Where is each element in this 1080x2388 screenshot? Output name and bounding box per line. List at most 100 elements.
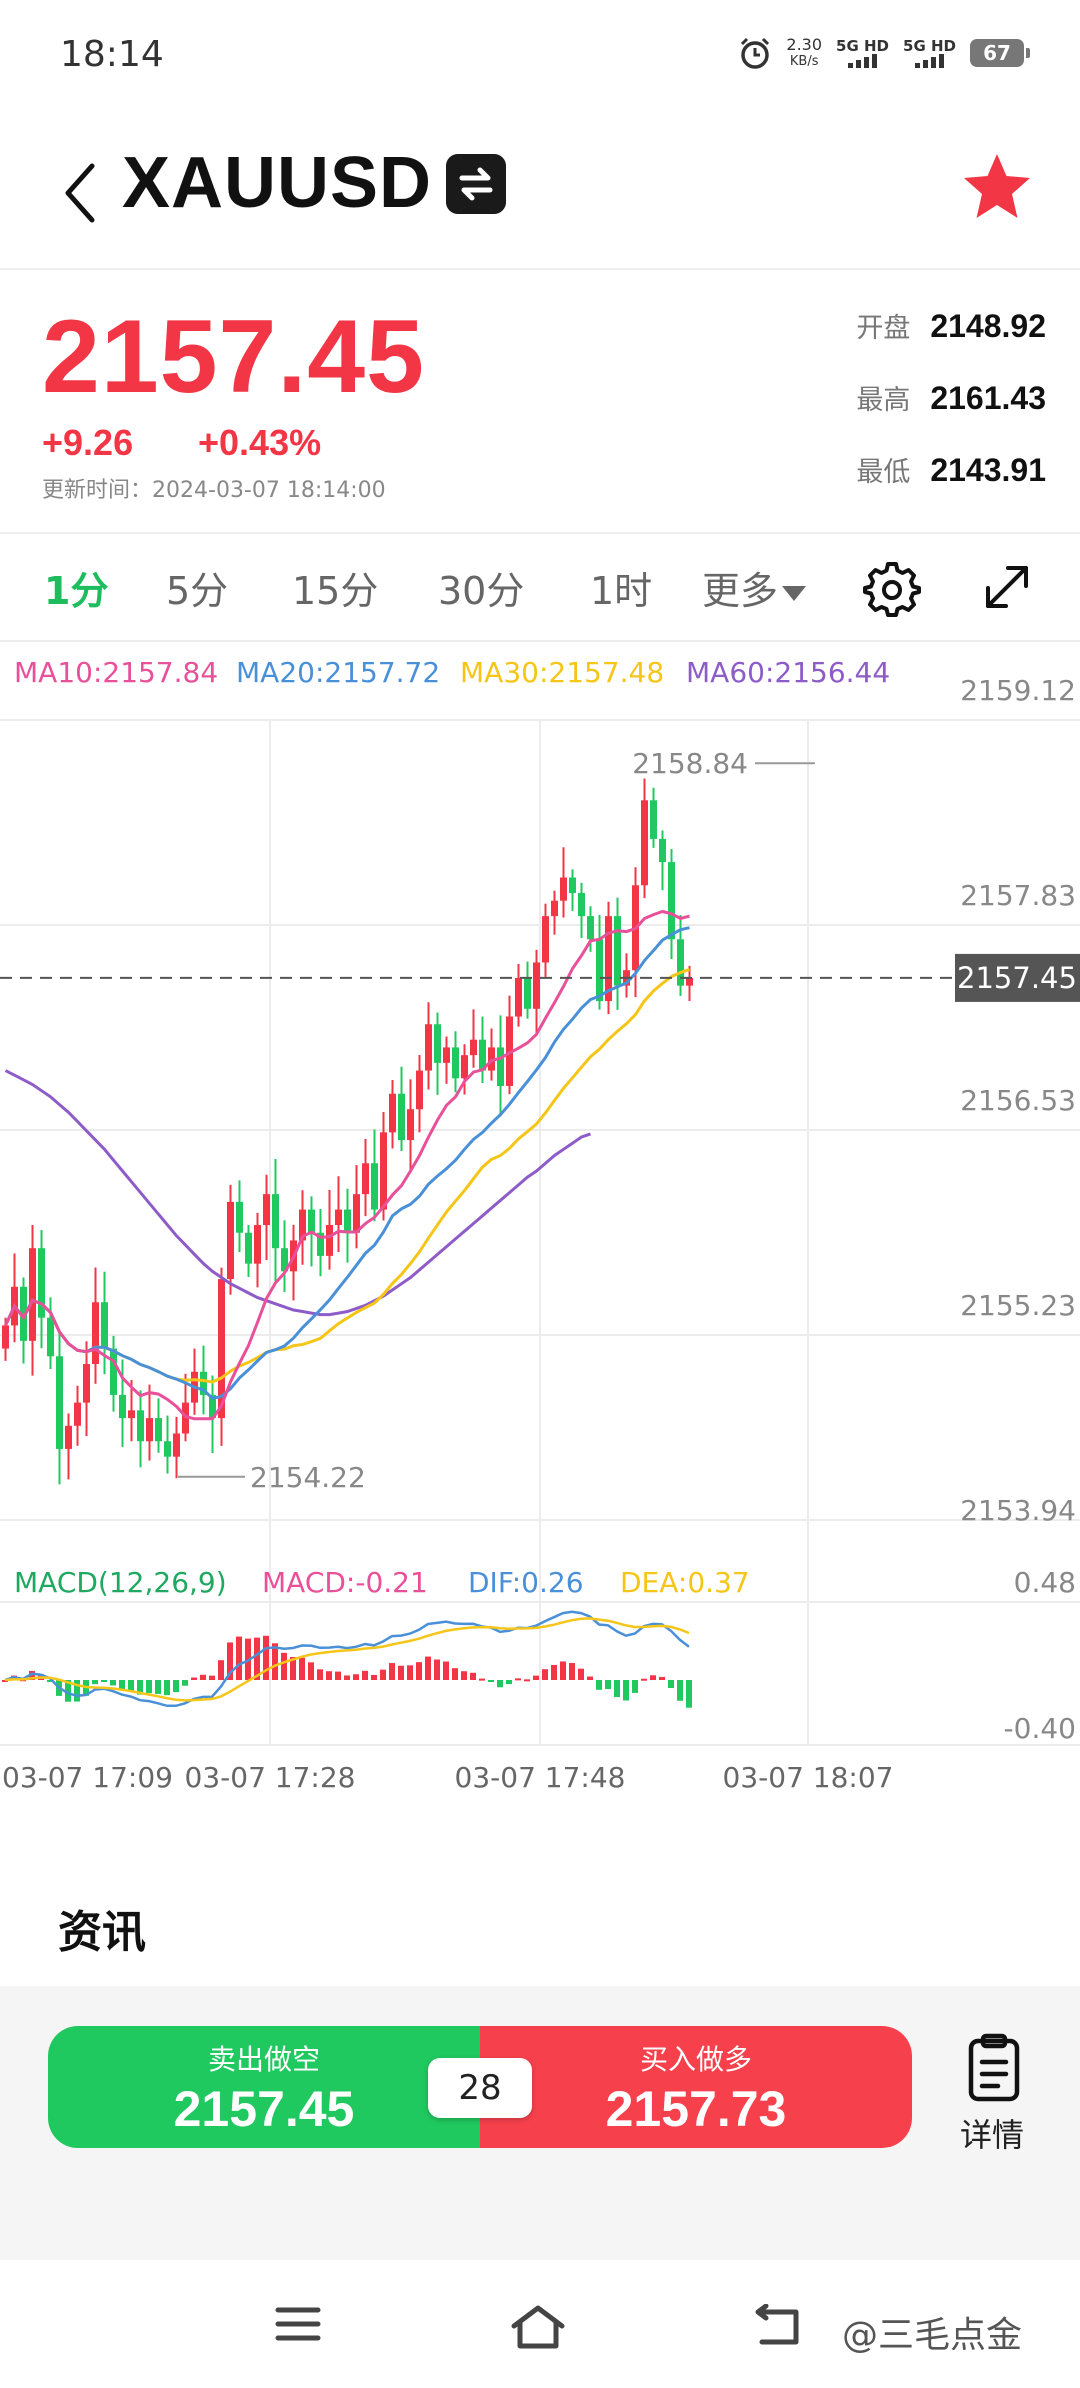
back-arrow-icon[interactable] [56, 158, 106, 228]
macd-histogram-bar [290, 1657, 296, 1680]
menu-icon[interactable] [274, 2304, 322, 2344]
macd-histogram-bar [560, 1661, 566, 1680]
macd-histogram-bar [371, 1675, 377, 1680]
candle-body [281, 1248, 288, 1272]
price-chart[interactable]: 2159.12 2157.83 2156.53 2155.23 2153.94 2157.… [0, 642, 1080, 1790]
macd-histogram-bar [641, 1678, 647, 1681]
macd-histogram-bar [551, 1664, 557, 1680]
tab-15min[interactable]: 15分 [292, 569, 379, 613]
candle-body [578, 892, 585, 917]
macd-histogram-bar [263, 1635, 269, 1680]
clipboard-detail-icon[interactable] [966, 2032, 1022, 2104]
candle-body [515, 977, 522, 1017]
buy-long-button[interactable]: 买入做多 2157.73 [480, 2026, 912, 2148]
price-axis-label: 2159.12 [960, 674, 1076, 707]
candle-body [245, 1232, 252, 1264]
macd-histogram-bar [578, 1668, 584, 1680]
candle-body [326, 1225, 333, 1256]
ma10-line [4, 909, 690, 1421]
candle-body [173, 1433, 180, 1457]
macd-histogram-bar [443, 1661, 449, 1680]
candle-body [551, 900, 558, 917]
signal-bars-1-icon [836, 53, 889, 68]
candle-body [182, 1402, 189, 1434]
favorite-star-icon[interactable] [958, 148, 1036, 226]
tab-5min[interactable]: 5分 [166, 569, 229, 613]
ma20-legend: MA20:2157.72 [236, 656, 441, 689]
candle-body [416, 1070, 423, 1110]
macd-histogram-bar [425, 1656, 431, 1680]
macd-histogram-bar [335, 1671, 341, 1680]
divider [0, 640, 1080, 642]
ma20-line [4, 926, 690, 1401]
high-value: 2161.43 [930, 380, 1046, 416]
candle-body [146, 1418, 153, 1442]
macd-histogram-bar [191, 1677, 197, 1680]
macd-histogram-bar [209, 1675, 215, 1680]
macd-histogram-bar [479, 1678, 485, 1681]
macd-histogram-bar [542, 1669, 548, 1680]
macd-histogram-bar [182, 1680, 188, 1686]
candle-body [101, 1302, 108, 1349]
more-timeframes-button[interactable]: 更多 [702, 560, 807, 615]
open-value: 2148.92 [930, 308, 1046, 344]
sell-price: 2157.45 [173, 2081, 355, 2137]
macd-axis-top: 0.48 [1014, 1566, 1076, 1599]
candle-body [164, 1441, 171, 1457]
spread-badge: 28 [428, 2058, 532, 2118]
sell-short-button[interactable]: 卖出做空 2157.45 [48, 2026, 480, 2148]
candle-body [479, 1039, 486, 1071]
candle-body [659, 838, 666, 863]
time-axis-label: 03-07 17:48 [455, 1761, 626, 1790]
macd-histogram-bar [686, 1680, 692, 1708]
max-price-label: 2158.84 [632, 747, 748, 780]
candle-body [569, 877, 576, 893]
signal-bars-2-icon [903, 53, 956, 68]
fullscreen-expand-icon[interactable] [978, 558, 1036, 616]
tab-1hour[interactable]: 1时 [590, 569, 653, 613]
macd-histogram-bar [281, 1652, 287, 1680]
open-row: 开盘 2148.92 [856, 306, 1046, 345]
candle-body [263, 1194, 270, 1226]
candle-body [425, 1024, 432, 1071]
candle-body [389, 1093, 396, 1133]
update-time: 更新时间：2024-03-07 18:14:00 [42, 472, 386, 504]
tab-1min[interactable]: 1分 [44, 569, 109, 613]
news-section-title: 资讯 [58, 1907, 146, 1958]
net-speed: 2.30 KB/s [786, 36, 822, 70]
candle-body [596, 939, 603, 1002]
signal-1: 5G HD [836, 38, 889, 68]
low-value: 2143.91 [930, 452, 1046, 488]
macd-histogram-bar [389, 1663, 395, 1680]
candle-body [353, 1194, 360, 1233]
gear-icon[interactable] [862, 558, 922, 618]
watermark: @三毛点金 [842, 2315, 1023, 2356]
buy-label: 买入做多 [639, 2043, 752, 2076]
battery-icon: 67 [970, 39, 1030, 67]
back-nav-icon[interactable] [752, 2304, 804, 2348]
candle-body [614, 916, 621, 986]
trade-panel: 卖出做空 2157.45 买入做多 2157.73 28 详情 [0, 1986, 1080, 2260]
switch-symbol-icon[interactable] [446, 154, 506, 214]
header: XAUUSD [0, 120, 1080, 270]
candle-body [83, 1364, 90, 1403]
macd-histogram-bar [101, 1680, 107, 1682]
home-icon[interactable] [508, 2304, 568, 2350]
macd-histogram-bar [47, 1680, 53, 1682]
dea-value: DEA:0.37 [620, 1566, 750, 1599]
candle-body [686, 977, 693, 986]
macd-histogram-bar [119, 1680, 125, 1690]
macd-histogram-bar [380, 1669, 386, 1680]
candle-body [29, 1248, 36, 1341]
macd-histogram-bar [164, 1680, 170, 1696]
time-axis-label: 03-07 17:28 [185, 1761, 356, 1790]
macd-histogram-bar [236, 1636, 242, 1680]
detail-label[interactable]: 详情 [960, 2116, 1025, 2154]
candle-body [380, 1132, 387, 1210]
macd-histogram-bar [317, 1669, 323, 1680]
tab-30min[interactable]: 30分 [438, 569, 525, 613]
dea-line [4, 1617, 690, 1702]
macd-histogram-bar [344, 1675, 350, 1680]
candle-body [407, 1109, 414, 1141]
low-label: 最低 [856, 457, 911, 488]
